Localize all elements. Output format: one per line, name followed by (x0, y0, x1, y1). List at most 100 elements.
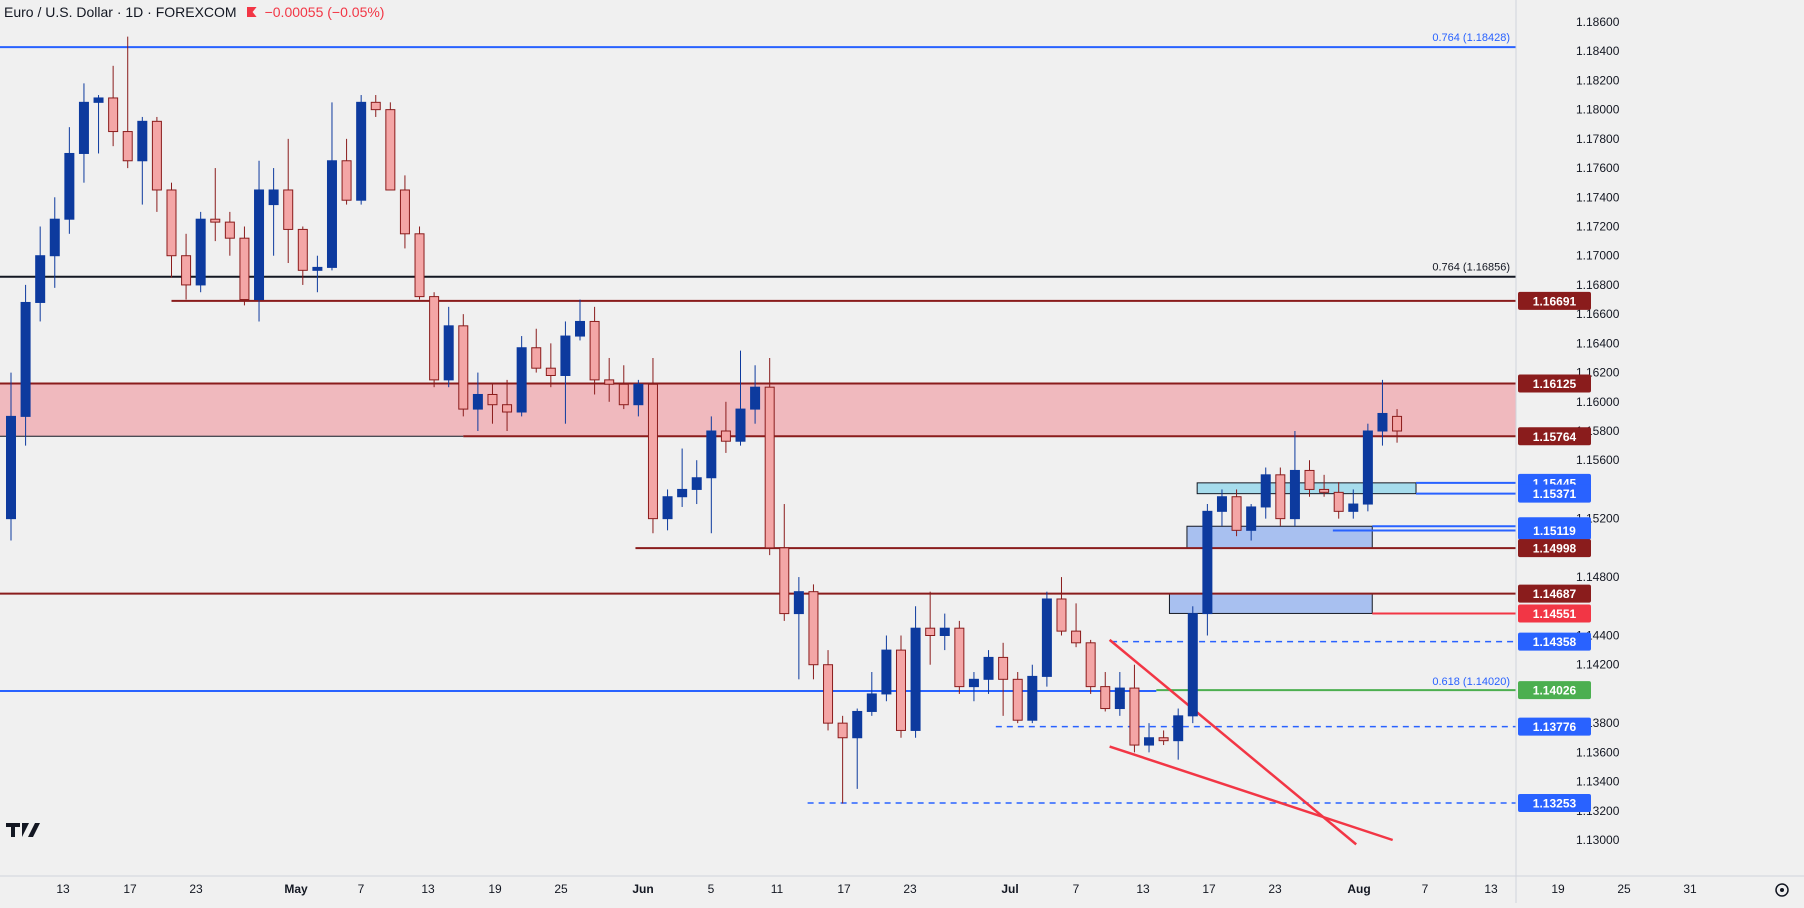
y-tick-label: 1.16600 (1576, 307, 1620, 321)
x-tick-label: 11 (771, 882, 784, 896)
candle-body (1187, 613, 1198, 717)
candle-body (1216, 496, 1227, 512)
candle-body (502, 404, 513, 413)
price-tag (1518, 374, 1591, 393)
x-tick-label: 31 (1683, 882, 1697, 896)
candle-body (1173, 715, 1184, 742)
price-tag-label: 1.16691 (1533, 294, 1577, 308)
candle-body (429, 296, 440, 381)
gear-icon-center (1780, 888, 1784, 892)
candle-body (1333, 491, 1344, 512)
flag-icon (246, 7, 257, 17)
candle-body (224, 221, 235, 239)
candle-body (1041, 598, 1052, 677)
candle-body (793, 591, 804, 615)
x-tick-label: 7 (358, 882, 365, 896)
candle-body (735, 408, 746, 442)
y-tick-label: 1.17600 (1576, 161, 1620, 175)
candle-body (108, 97, 119, 133)
candle-body (1231, 496, 1242, 531)
price-tag-label: 1.15371 (1533, 487, 1577, 501)
candle-body (998, 656, 1009, 680)
candle-body (414, 233, 425, 298)
candle-body (1275, 474, 1286, 520)
upper-trendline (1108, 638, 1357, 846)
price-tag (1518, 521, 1591, 540)
y-tick-label: 1.16400 (1576, 336, 1620, 350)
candle-body (1158, 737, 1169, 742)
candle-body (1100, 686, 1111, 710)
symbol-title[interactable]: Euro / U.S. Dollar · 1D · FOREXCOM (4, 4, 237, 20)
candle-body (1027, 675, 1038, 721)
candle-body (312, 266, 323, 271)
x-tick-label: 23 (189, 882, 203, 896)
x-tick-label: Jul (1001, 882, 1018, 896)
price-tag-label: 1.14026 (1533, 684, 1577, 698)
candle-body (1144, 737, 1155, 746)
candle-body (837, 722, 848, 739)
candle-body (647, 383, 658, 520)
x-tick-label: 13 (1136, 882, 1150, 896)
support-zone-lower (1168, 593, 1373, 614)
x-tick-label: 23 (1268, 882, 1282, 896)
price-axis[interactable] (1516, 0, 1804, 903)
candle-body (399, 189, 410, 235)
candle-body (1071, 630, 1082, 644)
y-tick-label: 1.16800 (1576, 278, 1620, 292)
x-tick-label: 17 (837, 882, 851, 896)
candle-body (93, 97, 104, 103)
price-tag-label: 1.14551 (1533, 607, 1577, 621)
y-tick-label: 1.17400 (1576, 190, 1620, 204)
gear-icon[interactable] (1775, 883, 1789, 897)
price-tag-label: 1.16125 (1533, 377, 1577, 391)
candle-body (779, 547, 790, 615)
price-tag (1518, 604, 1591, 623)
candle-body (662, 496, 673, 520)
y-tick-label: 1.17800 (1576, 132, 1620, 146)
y-tick-label: 1.15600 (1576, 453, 1620, 467)
price-tag (1518, 291, 1591, 310)
candle-body (35, 255, 46, 303)
logo-icon (6, 823, 40, 837)
candle-body (137, 120, 148, 162)
candle-body (443, 325, 454, 381)
candle-body (691, 477, 702, 490)
candle-body (677, 488, 688, 498)
candle-body (283, 189, 294, 230)
candle-body (1392, 415, 1403, 432)
y-tick-label: 1.16000 (1576, 395, 1620, 409)
candle-body (64, 152, 75, 220)
candle-body (954, 627, 965, 688)
candle-body (1012, 678, 1023, 721)
x-tick-label: 5 (708, 882, 715, 896)
candle-body (720, 430, 731, 442)
candle-body (1202, 510, 1213, 615)
price-tag (1518, 427, 1591, 446)
candle-body (1114, 687, 1125, 710)
y-tick-label: 1.18200 (1576, 73, 1620, 87)
y-tick-label: 1.14200 (1576, 658, 1620, 672)
candle-body (910, 627, 921, 731)
candle-body (750, 386, 761, 410)
candle-body (633, 383, 644, 406)
candle-body (866, 693, 877, 712)
price-tag-label: 1.14998 (1533, 542, 1577, 556)
candle-body (545, 367, 556, 376)
price-tag (1518, 632, 1591, 651)
y-tick-label: 1.18400 (1576, 44, 1620, 58)
level-label: 0.618 (1.14020) (1432, 676, 1510, 688)
y-tick-label: 1.18600 (1576, 15, 1620, 29)
x-tick-label: May (284, 882, 308, 896)
candle-body (6, 415, 16, 520)
candle-body (254, 189, 265, 301)
candle-body (268, 189, 279, 206)
x-tick-label: 13 (421, 882, 435, 896)
candle-body (239, 237, 250, 301)
price-tag-label: 1.14687 (1533, 587, 1577, 601)
candle-body (1085, 642, 1096, 688)
price-tag (1518, 539, 1591, 558)
candle-body (925, 627, 936, 636)
y-tick-label: 1.13600 (1576, 745, 1620, 759)
